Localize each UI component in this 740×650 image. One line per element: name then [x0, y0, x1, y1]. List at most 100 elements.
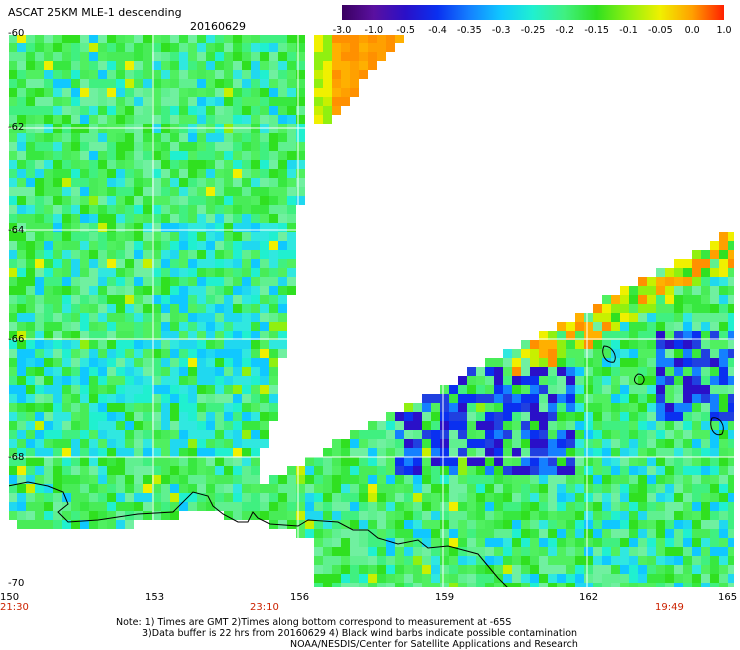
wind-cell [647, 448, 656, 457]
wind-cell [26, 340, 35, 349]
wind-cell [719, 403, 728, 412]
y-tick-label: -60 [8, 28, 25, 39]
wind-cell [395, 484, 404, 493]
wind-cell [224, 277, 233, 286]
wind-cell [485, 502, 494, 511]
wind-cell [197, 475, 206, 484]
wind-cell [197, 169, 206, 178]
wind-cell [35, 142, 44, 151]
wind-cell [152, 448, 161, 457]
wind-cell [413, 475, 422, 484]
wind-cell [341, 97, 350, 106]
wind-cell [377, 52, 386, 61]
wind-cell [350, 529, 359, 538]
wind-cell [386, 529, 395, 538]
wind-cell [188, 493, 197, 502]
wind-cell [224, 493, 233, 502]
wind-cell [494, 439, 503, 448]
wind-cell [683, 304, 692, 313]
wind-cell [728, 556, 735, 565]
wind-cell [503, 538, 512, 547]
wind-cell [134, 70, 143, 79]
wind-cell [710, 430, 719, 439]
wind-cell [341, 70, 350, 79]
wind-cell [98, 88, 107, 97]
wind-cell [656, 412, 665, 421]
wind-cell [422, 502, 431, 511]
wind-cell [602, 358, 611, 367]
wind-cell [125, 205, 134, 214]
wind-cell [674, 430, 683, 439]
wind-cell [98, 115, 107, 124]
wind-cell [44, 403, 53, 412]
wind-cell [98, 34, 107, 43]
wind-cell [512, 430, 521, 439]
wind-cell [539, 484, 548, 493]
wind-cell [143, 484, 152, 493]
wind-cell [341, 439, 350, 448]
wind-cell [170, 493, 179, 502]
wind-cell [215, 79, 224, 88]
wind-cell [107, 295, 116, 304]
wind-cell [413, 565, 422, 574]
wind-cell [152, 169, 161, 178]
wind-cell [287, 511, 296, 520]
colorbar-tick-label: -0.1 [619, 25, 638, 36]
wind-cell [296, 142, 305, 151]
wind-cell [584, 475, 593, 484]
wind-cell [143, 277, 152, 286]
wind-cell [98, 97, 107, 106]
wind-cell [197, 151, 206, 160]
island-outline [710, 417, 724, 436]
wind-cell [476, 403, 485, 412]
wind-cell [233, 457, 242, 466]
wind-cell [692, 394, 701, 403]
wind-cell [296, 43, 305, 52]
wind-cell [35, 484, 44, 493]
wind-cell [62, 97, 71, 106]
wind-cell [692, 268, 701, 277]
wind-cell [116, 421, 125, 430]
wind-cell [512, 394, 521, 403]
wind-cell [494, 358, 503, 367]
wind-cell [359, 502, 368, 511]
wind-cell [179, 412, 188, 421]
wind-cell [440, 583, 449, 588]
wind-cell [161, 187, 170, 196]
wind-cell [206, 52, 215, 61]
wind-cell [404, 466, 413, 475]
wind-cell [251, 367, 260, 376]
wind-cell [629, 358, 638, 367]
wind-cell [476, 574, 485, 583]
wind-cell [251, 214, 260, 223]
wind-cell [125, 331, 134, 340]
wind-cell [566, 457, 575, 466]
wind-cell [152, 205, 161, 214]
wind-cell [314, 457, 323, 466]
wind-cell [116, 61, 125, 70]
wind-cell [26, 493, 35, 502]
wind-cell [692, 511, 701, 520]
wind-cell [215, 61, 224, 70]
wind-cell [134, 367, 143, 376]
wind-cell [35, 475, 44, 484]
wind-cell [323, 115, 332, 124]
wind-cell [539, 448, 548, 457]
wind-cell [197, 223, 206, 232]
wind-cell [134, 88, 143, 97]
wind-cell [89, 412, 98, 421]
wind-cell [188, 421, 197, 430]
wind-cell [413, 403, 422, 412]
wind-cell [350, 88, 359, 97]
wind-cell [215, 358, 224, 367]
wind-cell [260, 421, 269, 430]
wind-cell [161, 403, 170, 412]
wind-cell [98, 160, 107, 169]
wind-cell [665, 547, 674, 556]
wind-cell [71, 286, 80, 295]
wind-cell [89, 70, 98, 79]
wind-cell [674, 520, 683, 529]
wind-cell [422, 457, 431, 466]
wind-cell [152, 304, 161, 313]
wind-cell [296, 79, 305, 88]
